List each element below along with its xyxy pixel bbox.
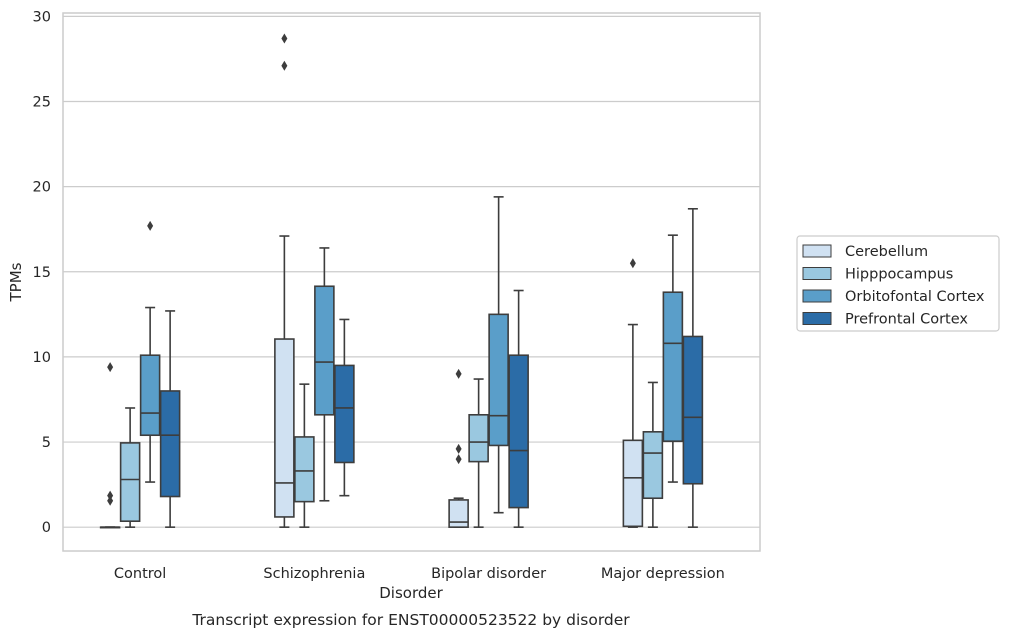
y-tick-label-0: 0 bbox=[42, 520, 51, 536]
legend-item-prefrontal-cortex: Prefrontal Cortex bbox=[802, 312, 968, 328]
legend-label: Prefrontal Cortex bbox=[845, 312, 968, 328]
box-body bbox=[448, 499, 469, 528]
box-major-depression-hipppocampus bbox=[642, 381, 664, 528]
box-major-depression-orbitofontal-cortex bbox=[662, 234, 684, 483]
y-axis-label: TPMs bbox=[7, 262, 25, 302]
box-body bbox=[334, 364, 355, 464]
outlier-point bbox=[281, 33, 288, 44]
y-tick-label-20: 20 bbox=[33, 180, 51, 196]
box-control-cerebellum bbox=[99, 362, 121, 529]
legend-box bbox=[796, 235, 1000, 332]
legend-swatch bbox=[802, 244, 832, 258]
x-tick-label-major-depression: Major depression bbox=[601, 566, 725, 582]
box-body bbox=[119, 442, 141, 523]
box-control-hipppocampus bbox=[119, 407, 141, 528]
x-tick-label-schizophrenia: Schizophrenia bbox=[263, 566, 365, 582]
chart-caption: Transcript expression for ENST0000052352… bbox=[191, 611, 630, 629]
box-body bbox=[274, 338, 295, 518]
outlier-point bbox=[107, 490, 114, 501]
outlier-point bbox=[455, 454, 462, 465]
x-tick-labels: Control Schizophrenia Bipolar disorder Majo… bbox=[114, 566, 725, 582]
plot-frame bbox=[62, 12, 761, 552]
box-schizophrenia-hipppocampus bbox=[294, 383, 315, 528]
legend-swatch bbox=[802, 289, 832, 303]
legend-label: Cerebellum bbox=[845, 244, 928, 260]
y-tick-labels: 0 5 10 15 20 25 30 bbox=[33, 9, 51, 536]
box-major-depression-cerebellum bbox=[622, 258, 644, 528]
x-tick-label-bipolar-disorder: Bipolar disorder bbox=[431, 566, 546, 582]
box-bipolar-disorder-hipppocampus bbox=[468, 378, 489, 528]
box-body bbox=[139, 354, 161, 437]
legend-item-cerebellum: Cerebellum bbox=[802, 244, 928, 260]
box-bipolar-disorder-prefrontal-cortex bbox=[508, 289, 529, 528]
outlier-point bbox=[281, 60, 288, 71]
box-schizophrenia-prefrontal-cortex bbox=[334, 318, 355, 497]
outlier-point bbox=[629, 258, 636, 269]
outlier-point bbox=[147, 220, 154, 231]
box-schizophrenia-orbitofontal-cortex bbox=[314, 247, 335, 502]
legend: Cerebellum Hipppocampus Orbitofontal Corte… bbox=[796, 235, 1000, 332]
box-body bbox=[314, 285, 335, 416]
box-schizophrenia-cerebellum bbox=[274, 33, 295, 528]
legend-item-hipppocampus: Hipppocampus bbox=[802, 267, 953, 283]
box-control-prefrontal-cortex bbox=[159, 310, 181, 528]
legend-label: Hipppocampus bbox=[845, 267, 953, 283]
box-body bbox=[468, 413, 489, 463]
x-axis-label: Disorder bbox=[379, 584, 443, 602]
outlier-point bbox=[107, 362, 114, 373]
outlier-point bbox=[455, 368, 462, 379]
legend-swatch bbox=[802, 312, 832, 325]
boxes bbox=[99, 33, 704, 529]
box-body bbox=[488, 313, 509, 447]
legend-item-orbitofontal-cortex: Orbitofontal Cortex bbox=[802, 289, 985, 305]
legend-label: Orbitofontal Cortex bbox=[845, 289, 985, 305]
box-body bbox=[662, 291, 684, 442]
box-body bbox=[159, 390, 181, 498]
box-bipolar-disorder-cerebellum bbox=[448, 368, 469, 528]
y-tick-label-25: 25 bbox=[33, 95, 51, 111]
box-bipolar-disorder-orbitofontal-cortex bbox=[488, 196, 509, 514]
box-body bbox=[622, 439, 644, 528]
box-body bbox=[294, 436, 315, 503]
box-body bbox=[682, 335, 704, 485]
box-body bbox=[642, 431, 664, 500]
y-tick-label-5: 5 bbox=[42, 435, 51, 451]
box-body bbox=[508, 354, 529, 509]
legend-swatch bbox=[802, 267, 832, 280]
outlier-point bbox=[455, 443, 462, 454]
y-tick-label-15: 15 bbox=[33, 265, 51, 281]
box-major-depression-prefrontal-cortex bbox=[682, 207, 704, 528]
box-control-orbitofontal-cortex bbox=[139, 220, 161, 483]
outlier-point bbox=[107, 495, 114, 506]
y-tick-label-10: 10 bbox=[33, 350, 51, 366]
x-tick-label-control: Control bbox=[114, 566, 166, 582]
y-tick-label-30: 30 bbox=[33, 9, 51, 25]
